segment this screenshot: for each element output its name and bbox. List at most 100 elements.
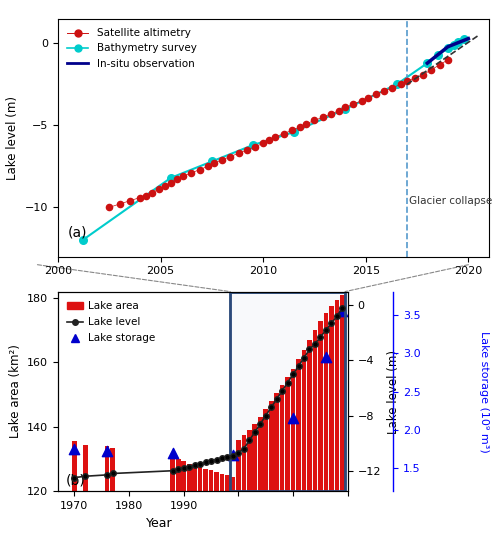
Point	[208, 157, 216, 166]
Point	[167, 173, 175, 182]
Bar	[269, 401, 274, 491]
Point	[444, 56, 452, 64]
Point	[427, 65, 435, 74]
Text: Glacier collapse: Glacier collapse	[409, 196, 492, 206]
Point	[226, 152, 234, 161]
Point	[265, 136, 273, 145]
Point	[341, 105, 349, 113]
Point	[289, 414, 297, 423]
Point	[341, 103, 349, 112]
Bar	[302, 349, 306, 491]
Bar	[274, 393, 279, 491]
Point	[327, 110, 335, 118]
Text: (a): (a)	[68, 226, 88, 240]
Bar	[264, 409, 268, 491]
Point	[423, 59, 431, 68]
Point	[229, 450, 237, 459]
Point	[187, 168, 196, 177]
Bar	[220, 474, 224, 491]
Bar	[230, 292, 345, 491]
Bar	[241, 435, 246, 491]
Y-axis label: Lake area (km²): Lake area (km²)	[9, 345, 22, 438]
Bar	[181, 461, 186, 491]
Bar	[214, 472, 219, 491]
Bar	[230, 292, 345, 491]
Bar	[176, 459, 180, 491]
Point	[169, 449, 177, 457]
Bar	[231, 477, 235, 491]
Point	[460, 34, 468, 43]
Point	[210, 159, 218, 167]
Point	[403, 77, 411, 85]
Point	[125, 197, 134, 205]
Point	[433, 51, 442, 59]
Y-axis label: Lake storage (10⁹ m³): Lake storage (10⁹ m³)	[479, 330, 489, 453]
Bar	[312, 330, 318, 491]
Point	[444, 44, 452, 53]
Point	[435, 60, 444, 69]
Point	[450, 41, 458, 50]
Point	[79, 236, 87, 245]
Legend: Satellite altimetry, Bathymetry survey, In-situ observation: Satellite altimetry, Bathymetry survey, …	[63, 24, 201, 73]
Point	[319, 113, 327, 122]
Point	[173, 175, 181, 184]
X-axis label: Year: Year	[146, 517, 173, 530]
Point	[161, 182, 169, 191]
Point	[272, 132, 280, 141]
Bar	[280, 385, 284, 491]
Bar	[105, 446, 109, 491]
Point	[338, 307, 346, 315]
Point	[358, 97, 366, 105]
Point	[179, 172, 187, 180]
Bar	[110, 448, 115, 491]
Point	[296, 123, 304, 131]
Point	[335, 106, 343, 115]
Point	[280, 129, 288, 138]
Bar	[318, 321, 323, 491]
Bar	[170, 457, 175, 491]
Bar	[291, 369, 295, 491]
Point	[397, 80, 405, 89]
Bar	[258, 417, 263, 491]
Legend: Lake area, Lake level, Lake storage: Lake area, Lake level, Lake storage	[63, 297, 160, 348]
Point	[167, 178, 175, 187]
Point	[136, 193, 144, 202]
Bar	[209, 470, 213, 491]
Bar	[335, 300, 339, 491]
Point	[204, 162, 212, 171]
Point	[196, 165, 204, 174]
Point	[155, 185, 163, 194]
Bar	[247, 430, 251, 491]
Point	[288, 126, 296, 134]
Point	[103, 447, 111, 455]
Bar	[225, 475, 230, 491]
Point	[393, 80, 401, 89]
Bar	[203, 469, 208, 491]
Point	[142, 192, 150, 200]
Bar	[193, 465, 197, 491]
Point	[249, 141, 257, 150]
Bar	[324, 313, 328, 491]
Bar	[236, 440, 241, 491]
Bar	[329, 306, 334, 491]
Bar	[296, 359, 301, 491]
Point	[322, 353, 330, 361]
Point	[243, 146, 251, 154]
Point	[310, 116, 319, 125]
Bar	[198, 467, 203, 491]
Y-axis label: Lake level (m): Lake level (m)	[387, 349, 400, 434]
Bar	[253, 424, 257, 491]
Point	[372, 90, 380, 99]
Point	[389, 83, 397, 92]
Bar	[285, 377, 290, 491]
Point	[411, 73, 419, 82]
Point	[234, 149, 242, 158]
Point	[105, 203, 113, 212]
Bar	[72, 441, 77, 491]
Bar	[340, 295, 345, 491]
Text: (b): (b)	[66, 474, 86, 488]
Point	[419, 70, 427, 79]
Point	[251, 143, 259, 151]
Y-axis label: Lake level (m): Lake level (m)	[7, 96, 19, 180]
Point	[71, 445, 79, 454]
